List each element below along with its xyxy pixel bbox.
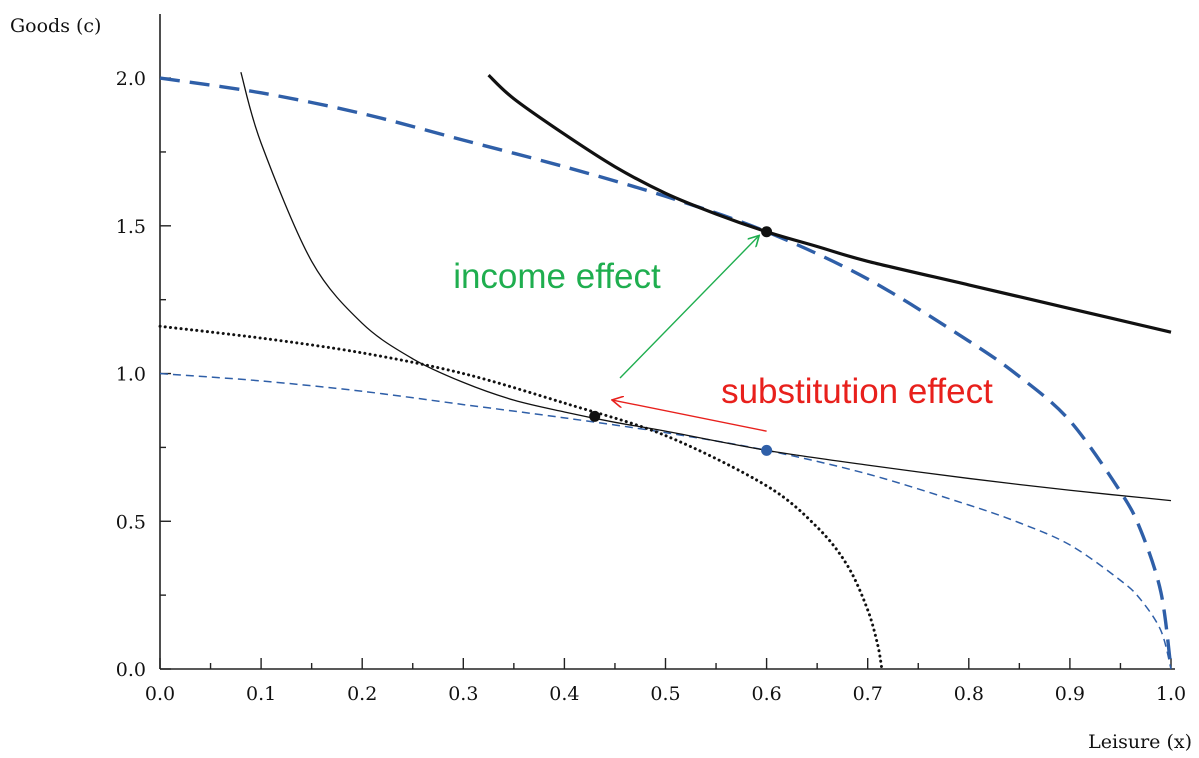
curve-dotted: [158, 324, 884, 671]
curve-dashed-thick: [159, 76, 1173, 670]
equilibrium-point: [589, 410, 601, 422]
x-tick-label: 0.0: [145, 683, 175, 705]
arrows: [613, 236, 767, 432]
substitution-effect-arrow: [613, 400, 767, 432]
x-tick-label: 0.6: [751, 683, 781, 705]
curve-solid-thin: [240, 72, 1172, 502]
x-tick-label: 0.5: [650, 683, 680, 705]
y-tick-label: 1.5: [116, 216, 146, 238]
annotations: income effect substitution effect: [453, 257, 993, 411]
y-tick-label: 2.0: [116, 68, 146, 90]
y-tick-label: 0.5: [116, 511, 146, 533]
y-axis-title: Goods (c): [10, 15, 101, 37]
x-tick-label: 0.2: [347, 683, 377, 705]
x-axis-title: Leisure (x): [1088, 731, 1192, 753]
x-tick-label: 0.8: [954, 683, 984, 705]
equilibrium-point: [761, 444, 773, 456]
points: [589, 226, 773, 456]
x-tick-label: 0.3: [448, 683, 478, 705]
x-tick-label: 0.1: [246, 683, 276, 705]
income-effect-arrow: [619, 236, 759, 379]
y-tick-label: 0.0: [116, 659, 146, 681]
x-tick-label: 1.0: [1156, 683, 1186, 705]
equilibrium-point: [761, 226, 773, 238]
curve-dashed-thin: [159, 372, 1172, 670]
curves: [158, 72, 1173, 671]
y-ticks: 0.0 0.5 1.0 1.5 2.0: [116, 68, 171, 681]
x-tick-label: 0.7: [853, 683, 883, 705]
x-ticks: 0.0 0.1 0.2 0.3 0.4 0.5 0.6 0.7 0.8 0.9 1.0: [145, 658, 1186, 705]
axes: 0.0 0.1 0.2 0.3 0.4 0.5 0.6 0.7 0.8 0.9 1.0 0.0 0.5…: [10, 14, 1192, 753]
x-tick-label: 0.4: [549, 683, 579, 705]
income-effect-label: income effect: [453, 257, 661, 296]
substitution-effect-label: substitution effect: [721, 372, 993, 411]
y-tick-label: 1.0: [116, 364, 146, 386]
x-tick-label: 0.9: [1055, 683, 1085, 705]
